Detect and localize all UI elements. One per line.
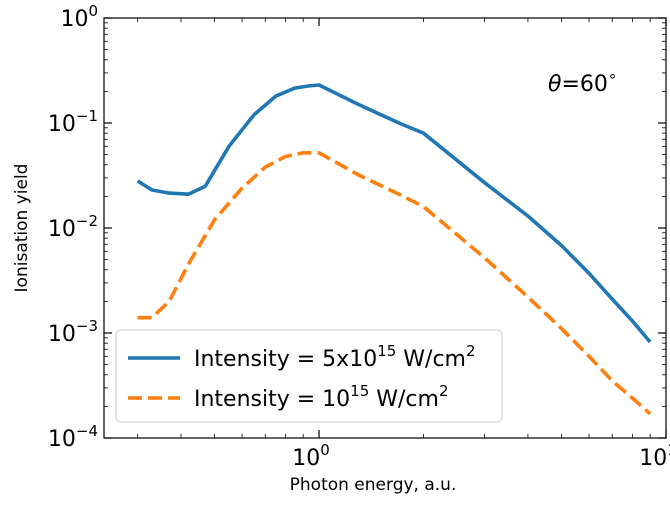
theta-annotation: θ=60∘ [548,67,617,97]
x-axis-label: Photon energy, a.u. [290,475,457,495]
y-tick-label: 10−3 [48,317,98,347]
y-tick-label: 10−1 [48,107,98,137]
legend-label-1: Intensity = 5x1015 W/cm2 [194,342,476,372]
series-line-1 [136,83,652,344]
y-tick-label: 10−2 [48,212,98,242]
series-line-2 [137,151,652,416]
x-tick-label: 101 [639,441,670,471]
legend-label-2: Intensity = 1015 W/cm2 [194,382,449,412]
x-tick-label: 100 [292,441,330,471]
y-axis-label: Ionisation yield [12,164,32,293]
y-tick-label: 100 [60,2,98,32]
legend-box [115,329,503,423]
y-tick-label: 10−4 [48,422,98,452]
